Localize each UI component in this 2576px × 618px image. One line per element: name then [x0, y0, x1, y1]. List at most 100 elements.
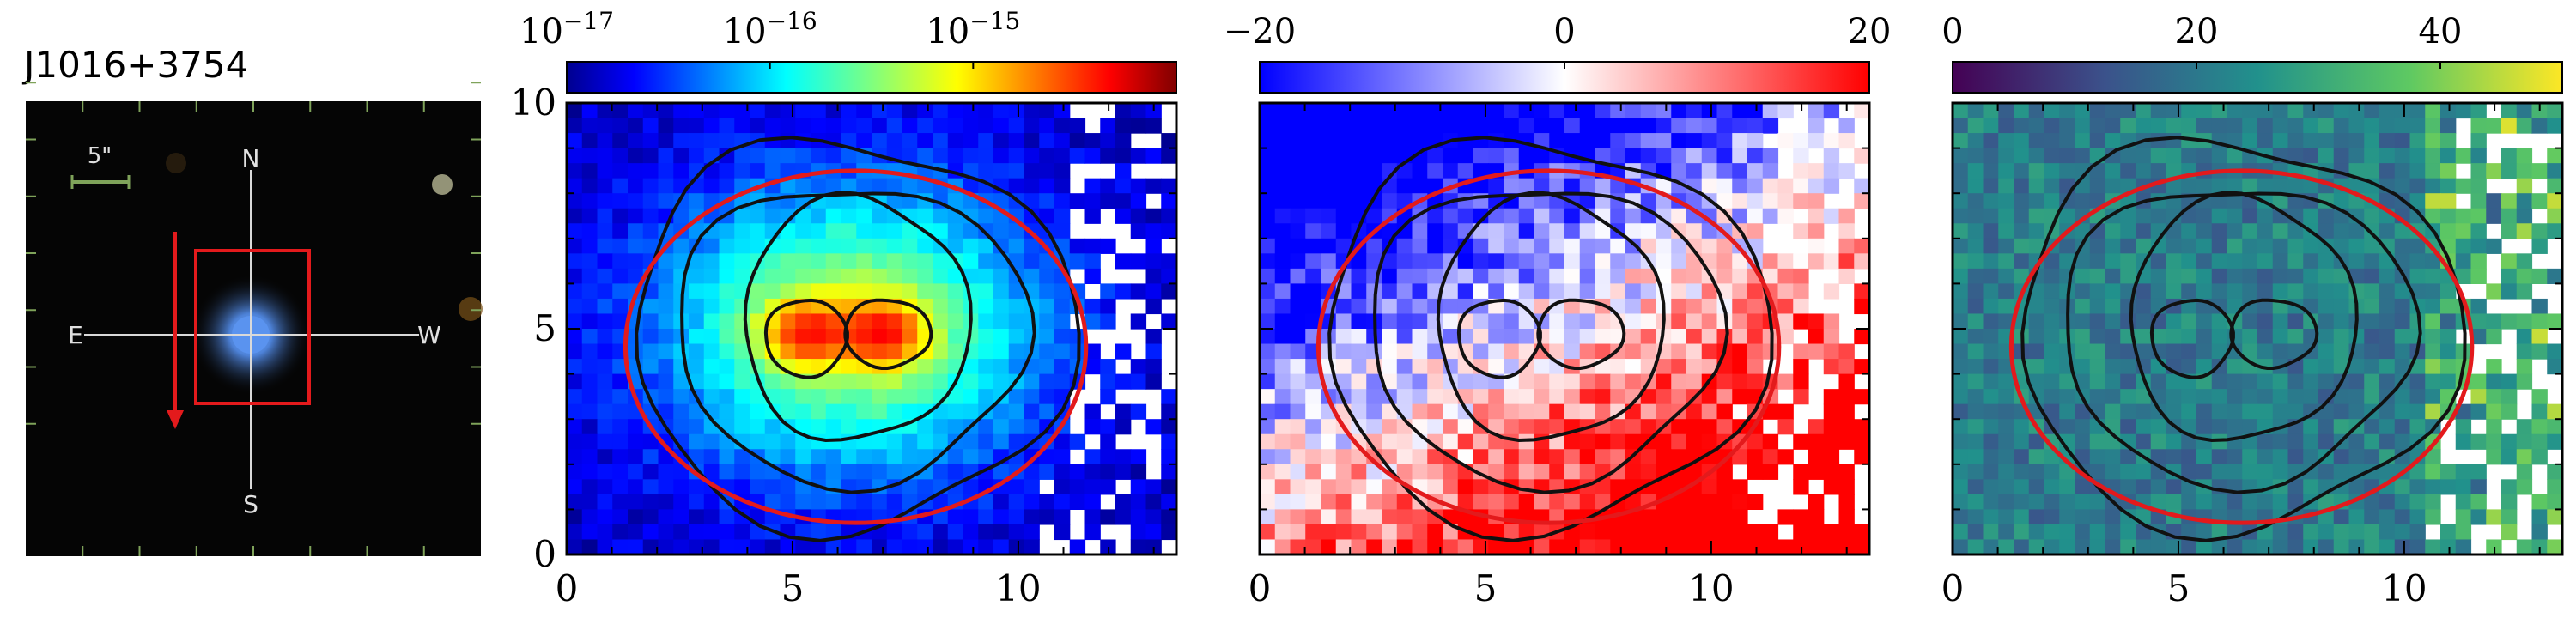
heatmap-cell: [1686, 359, 1703, 375]
heatmap-cell: [1457, 253, 1474, 270]
heatmap-cell: [2028, 373, 2045, 390]
heatmap-cell: [2501, 268, 2518, 284]
heatmap-cell: [673, 509, 690, 525]
heatmap-cell: [1396, 268, 1413, 284]
heatmap-cell: [795, 208, 811, 224]
heatmap-cell: [689, 329, 705, 345]
heatmap-cell: [567, 223, 583, 239]
heatmap-cell: [1838, 373, 1855, 390]
heatmap-cell: [2044, 403, 2060, 420]
heatmap-cell: [597, 253, 613, 270]
heatmap-cell: [673, 419, 690, 435]
heatmap-cell: [1305, 193, 1321, 209]
heatmap-cell: [1008, 148, 1025, 164]
heatmap-cell: [2166, 479, 2182, 495]
heatmap-cell: [2242, 403, 2258, 420]
heatmap-cell: [1130, 223, 1147, 239]
heatmap-cell: [2333, 268, 2350, 284]
heatmap-cell: [2028, 524, 2045, 541]
heatmap-cell: [689, 148, 705, 164]
heatmap-cell: [1305, 373, 1321, 390]
heatmap-cell: [1488, 449, 1504, 465]
heatmap-cell: [673, 539, 690, 554]
heatmap-cell: [689, 133, 705, 149]
heatmap-cell: [1732, 343, 1748, 360]
heatmap-cell: [1396, 464, 1413, 480]
heatmap-cell: [1998, 509, 2014, 525]
heatmap-cell: [1024, 238, 1040, 254]
heatmap-cell: [1260, 313, 1276, 330]
heatmap-cell: [2181, 343, 2197, 360]
heatmap-cell: [1161, 208, 1176, 224]
heatmap-cell: [1747, 283, 1764, 300]
heatmap-cell: [1145, 509, 1162, 525]
heatmap-cell: [2136, 118, 2152, 134]
heatmap-cell: [1100, 464, 1116, 480]
heatmap-cell: [1983, 283, 1999, 300]
heatmap-cell: [1747, 359, 1764, 375]
heatmap-cell: [2272, 253, 2289, 270]
heatmap-cell: [1024, 178, 1040, 194]
heatmap-cell: [1671, 268, 1687, 284]
heatmap-cell: [2044, 178, 2060, 194]
heatmap-cell: [2059, 389, 2075, 405]
heatmap-cell: [856, 373, 872, 390]
heatmap-cell: [1762, 103, 1779, 119]
heatmap-cell: [2303, 118, 2319, 134]
heatmap-cell: [825, 313, 842, 330]
heatmap-cell: [795, 343, 811, 360]
heatmap-cell: [1762, 449, 1779, 465]
heatmap-cell: [841, 133, 857, 149]
heatmap-cell: [628, 208, 644, 224]
heatmap-cell: [2394, 118, 2411, 134]
heatmap-cell: [2120, 163, 2136, 179]
heatmap-cell: [2303, 539, 2319, 554]
heatmap-cell: [2059, 253, 2075, 270]
heatmap-cell: [2014, 479, 2030, 495]
heatmap-cell: [2196, 103, 2213, 119]
heatmap-cell: [2089, 433, 2106, 450]
heatmap-cell: [825, 373, 842, 390]
heatmap-cell: [689, 433, 705, 450]
heatmap-cell: [2105, 178, 2121, 194]
heatmap-cell: [993, 163, 1010, 179]
heatmap-cell: [2470, 133, 2487, 149]
heatmap-cell: [886, 193, 903, 209]
heatmap-cell: [1640, 389, 1657, 405]
heatmap-cell: [2425, 148, 2441, 164]
heatmap-cell: [1396, 103, 1413, 119]
heatmap-cell: [1747, 298, 1764, 315]
heatmap-cell: [764, 433, 781, 450]
heatmap-cell: [2318, 148, 2335, 164]
heatmap-cell: [2547, 178, 2562, 194]
heatmap-cell: [1686, 223, 1703, 239]
heatmap-cell: [2166, 148, 2182, 164]
heatmap-cell: [1823, 403, 1840, 420]
heatmap-cell: [689, 494, 705, 510]
heatmap-cell: [1534, 403, 1550, 420]
heatmap-cell: [856, 403, 872, 420]
heatmap-cell: [963, 433, 979, 450]
heatmap-cell: [1335, 133, 1352, 149]
heatmap-cell: [1564, 103, 1581, 119]
heatmap-cell: [1412, 103, 1428, 119]
heatmap-cell: [1762, 118, 1779, 134]
heatmap-cell: [1488, 539, 1504, 554]
heatmap-cell: [1335, 464, 1352, 480]
heatmap-cell: [612, 539, 629, 554]
heatmap-cell: [2379, 464, 2396, 480]
heatmap-cell: [886, 449, 903, 465]
heatmap-cell: [2409, 133, 2426, 149]
heatmap-cell: [1701, 148, 1718, 164]
heatmap-cell: [1762, 208, 1779, 224]
heatmap-cell: [2394, 178, 2411, 194]
heatmap-cell: [1274, 494, 1291, 510]
heatmap-cell: [1686, 163, 1703, 179]
heatmap-cell: [1161, 449, 1176, 465]
heatmap-cell: [1145, 103, 1162, 119]
heatmap-cell: [1473, 283, 1489, 300]
heatmap-cell: [597, 208, 613, 224]
heatmap-cell: [2531, 298, 2548, 315]
heatmap-cell: [1504, 494, 1520, 510]
heatmap-cell: [1396, 524, 1413, 541]
